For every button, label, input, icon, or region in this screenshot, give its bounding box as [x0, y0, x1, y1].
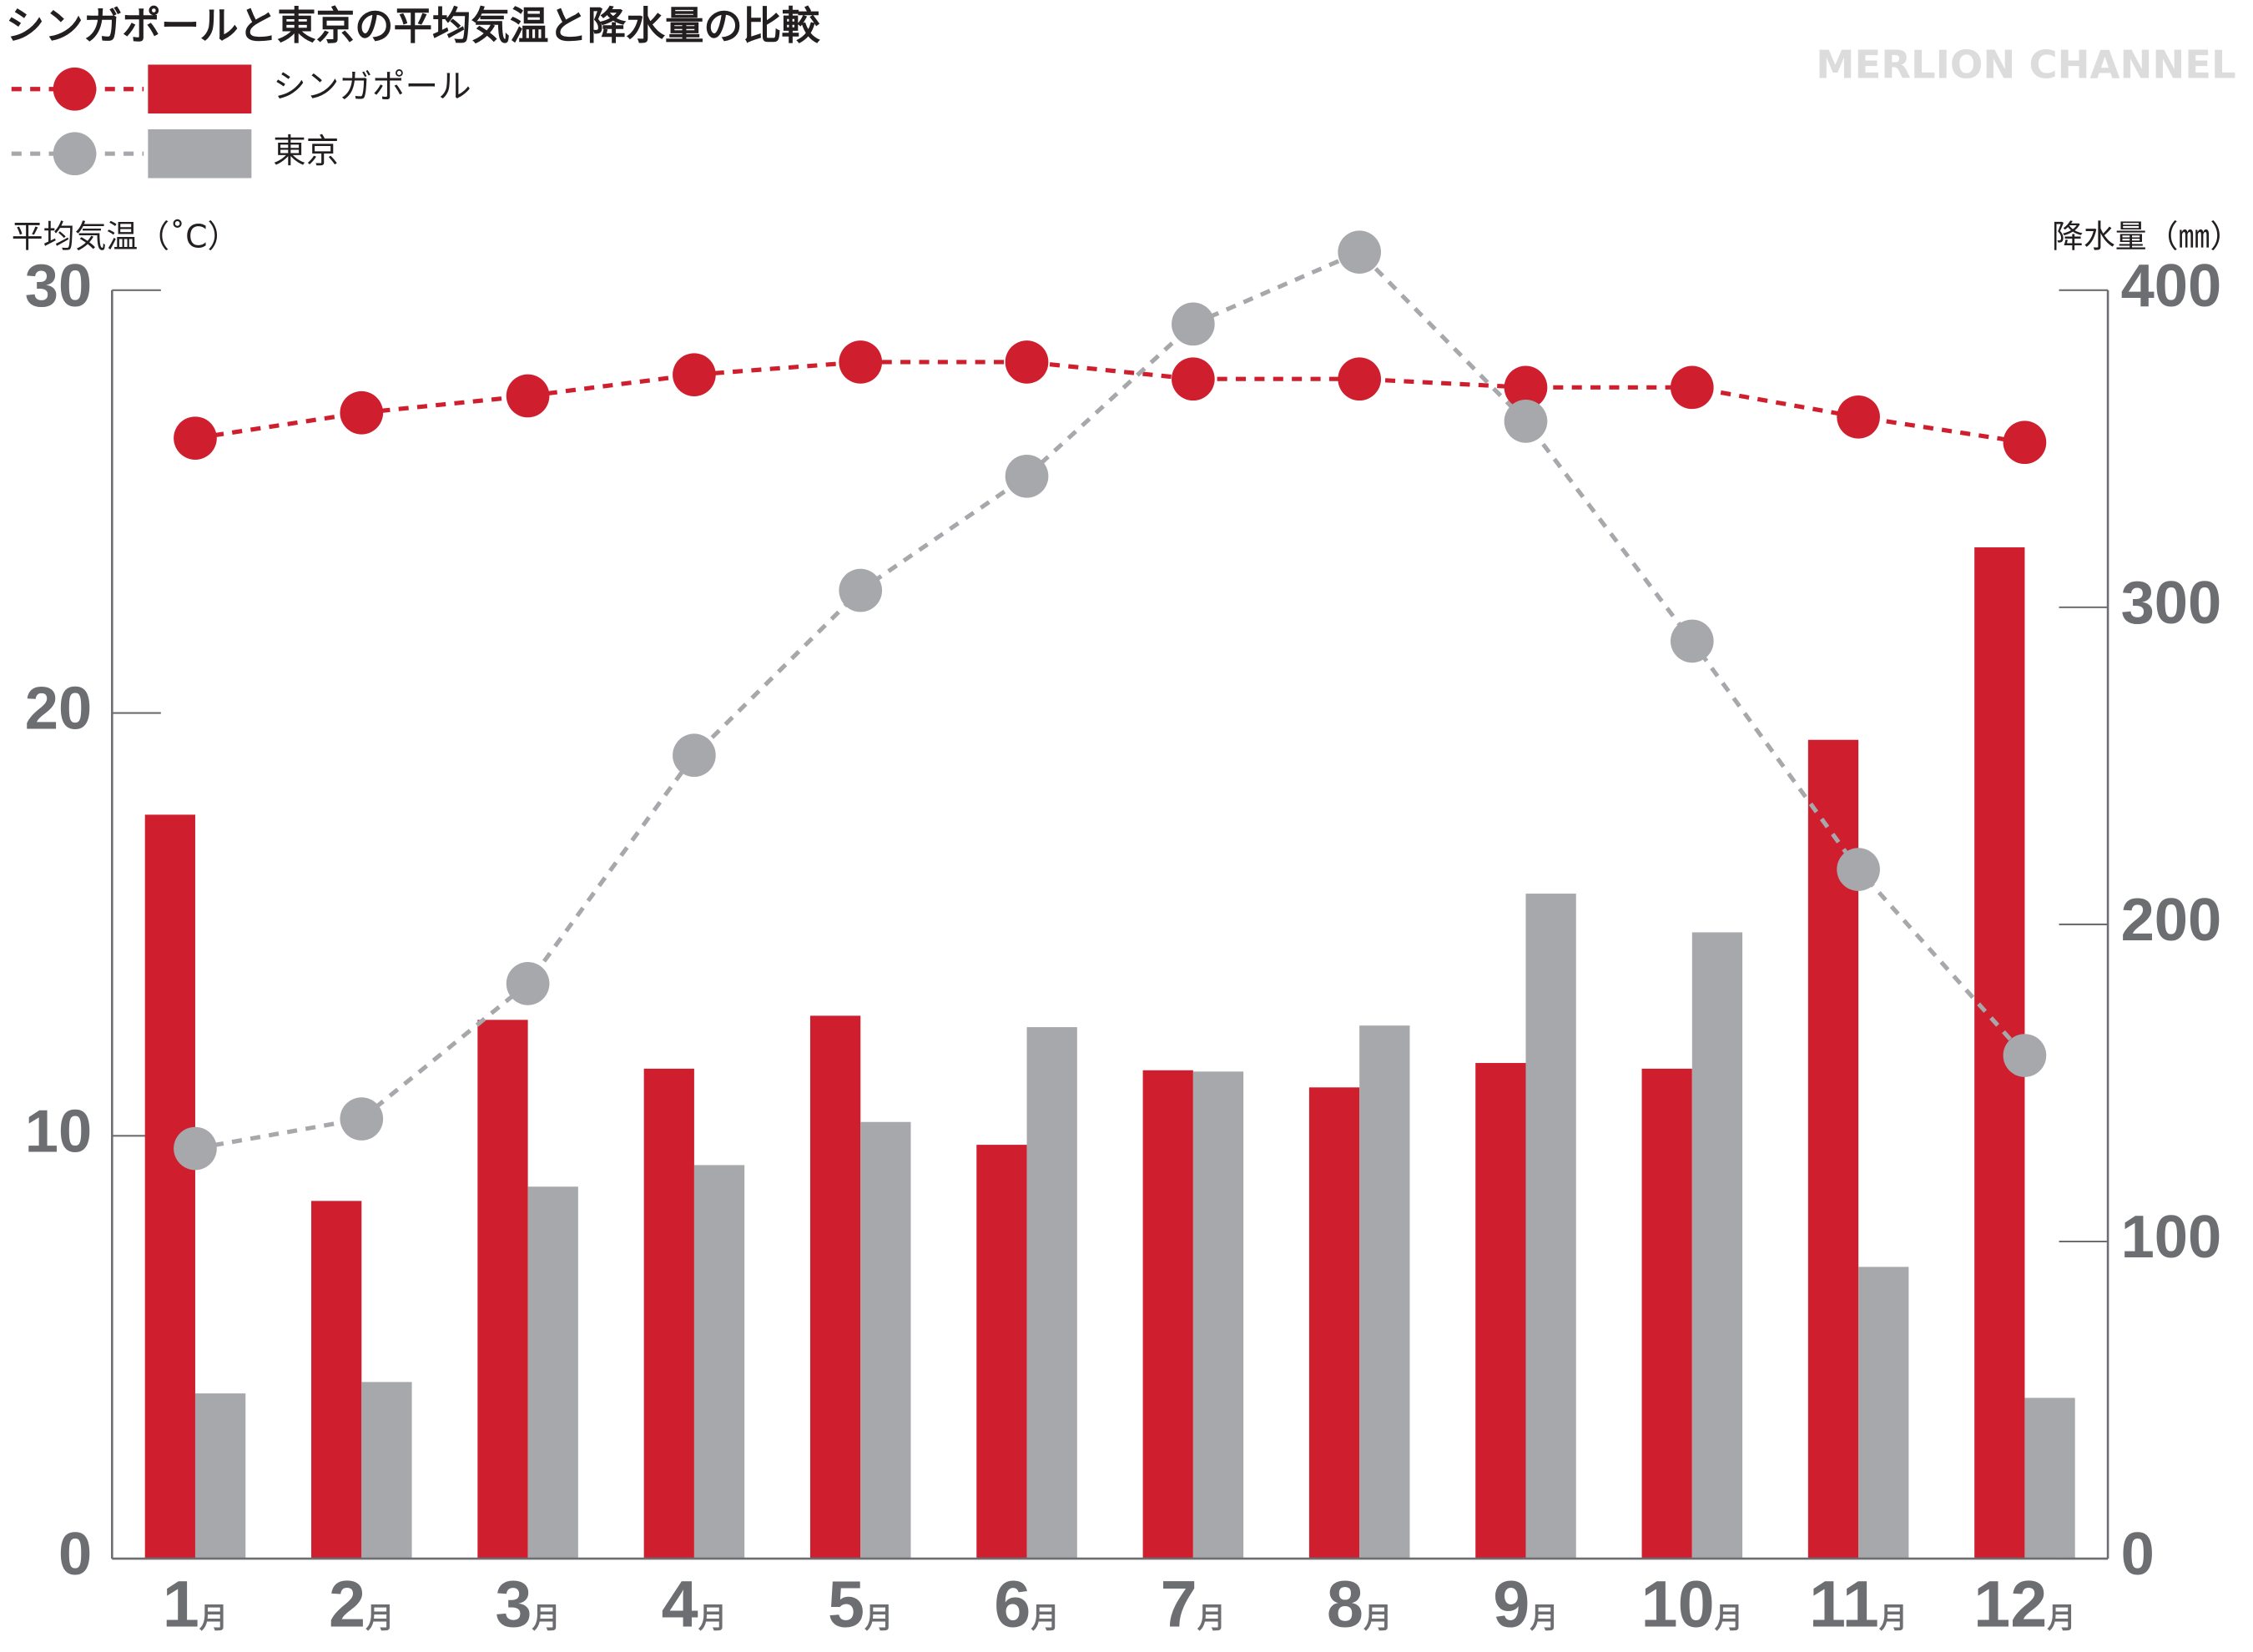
point: [1670, 619, 1714, 663]
legend-marker: [53, 132, 97, 176]
x-tick-label: 5月: [828, 1566, 893, 1640]
point: [839, 568, 883, 612]
point: [1670, 365, 1714, 410]
x-tick-label: 4月: [662, 1566, 727, 1640]
x-tick-label: 1月: [163, 1566, 228, 1640]
x-tick-label: 7月: [1161, 1566, 1226, 1640]
line: [194, 360, 2025, 445]
y-axis-label: 平均気温（˚C）: [12, 218, 239, 254]
point: [1005, 340, 1049, 384]
y-tick-label: 10: [25, 1098, 92, 1165]
legend-swatch: [148, 64, 252, 114]
bar: [1475, 1063, 1526, 1559]
x-tick-label: 12月: [1973, 1566, 2076, 1640]
x-tick-label: 11月: [1809, 1566, 1908, 1640]
y-tick-label: 30: [25, 253, 92, 320]
y2-tick-label: 300: [2121, 570, 2222, 637]
point: [1837, 848, 1880, 891]
point: [1172, 302, 1215, 346]
watermark: MERLION CHANNEL: [1816, 42, 2235, 87]
bar: [1691, 932, 1743, 1559]
point: [839, 340, 883, 384]
bar: [693, 1165, 745, 1559]
y2-axis-label: 降水量（㎜）: [2052, 218, 2241, 254]
point: [1338, 230, 1381, 274]
bar: [1192, 1071, 1244, 1559]
y2-tick-label: 100: [2121, 1204, 2222, 1271]
y-tick-label: 0: [58, 1521, 92, 1588]
legend-marker: [53, 67, 97, 111]
chart-title: シンガポールと東京の平均気温と降水量の比較: [6, 3, 820, 48]
point: [1338, 357, 1381, 401]
point: [1504, 365, 1548, 410]
point: [1837, 395, 1880, 439]
bar: [477, 1020, 528, 1559]
point: [174, 416, 217, 460]
point: [1005, 454, 1049, 498]
bar: [643, 1068, 694, 1559]
point: [506, 962, 550, 1005]
bar: [1359, 1025, 1410, 1559]
bar: [194, 1393, 246, 1559]
x-tick-label: 9月: [1493, 1566, 1558, 1640]
bar: [1641, 1068, 1692, 1559]
legend-label: シンガポール: [273, 68, 471, 106]
x-tick-label: 10月: [1641, 1566, 1744, 1640]
point: [673, 353, 716, 396]
y2-tick-label: 400: [2121, 253, 2222, 320]
bar: [976, 1145, 1027, 1559]
bar: [527, 1186, 578, 1559]
point: [673, 733, 716, 778]
point: [506, 374, 550, 418]
y2-tick-label: 200: [2121, 887, 2222, 954]
x-tick-label: 6月: [994, 1566, 1059, 1640]
bar: [1525, 894, 1576, 1559]
point: [340, 390, 384, 435]
bar: [311, 1201, 362, 1559]
point: [1504, 400, 1548, 443]
bar: [860, 1121, 911, 1559]
x-tick-label: 3月: [495, 1566, 560, 1640]
point: [2003, 421, 2047, 465]
bar: [1026, 1027, 1077, 1559]
legend-label: 東京: [273, 133, 339, 171]
bar: [1308, 1087, 1360, 1559]
point: [1172, 357, 1215, 401]
line: [194, 249, 2027, 1151]
x-tick-label: 2月: [329, 1566, 394, 1640]
point: [340, 1097, 384, 1141]
bar: [809, 1015, 861, 1559]
y-tick-label: 20: [25, 676, 92, 743]
y2-tick-label: 0: [2121, 1521, 2155, 1588]
bar: [1142, 1070, 1193, 1559]
legend-swatch: [148, 128, 252, 179]
bar: [361, 1382, 412, 1559]
bar: [144, 814, 195, 1559]
x-tick-label: 8月: [1327, 1566, 1392, 1640]
point: [174, 1126, 217, 1171]
point: [2003, 1034, 2047, 1077]
bar: [1858, 1267, 1909, 1559]
bar: [2024, 1398, 2075, 1559]
